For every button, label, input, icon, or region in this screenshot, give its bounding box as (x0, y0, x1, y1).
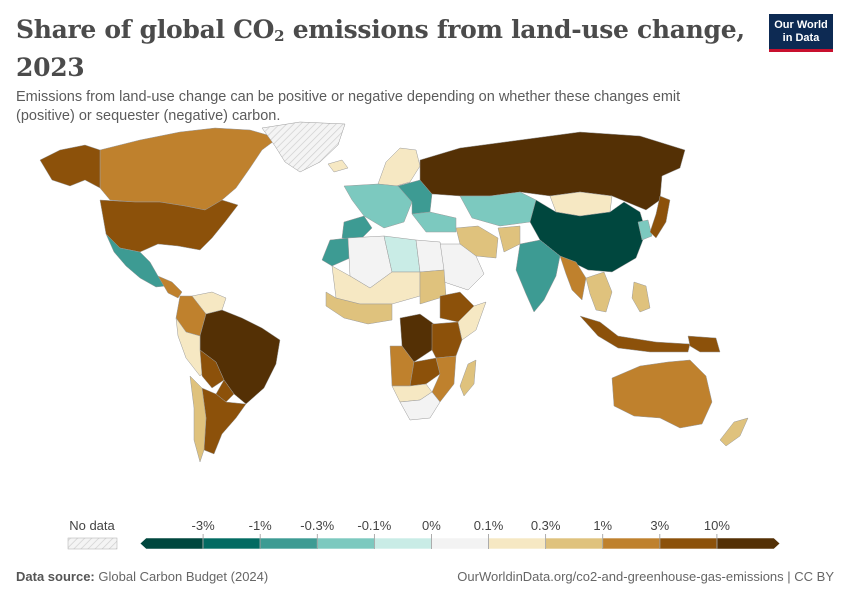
region-chile[interactable] (189, 375, 207, 463)
region-west-africa[interactable] (325, 291, 393, 325)
legend-tick-label: -3% (192, 518, 216, 533)
region-central-america[interactable] (157, 275, 183, 299)
legend-bin-9[interactable] (659, 537, 718, 550)
footer-link[interactable]: OurWorldinData.org/co2-and-greenhouse-ga… (457, 569, 834, 584)
chart-footer: Data source: Global Carbon Budget (2024)… (16, 569, 834, 584)
region-egypt[interactable] (415, 239, 445, 273)
legend-no-data-swatch[interactable] (67, 537, 118, 550)
region-madagascar[interactable] (459, 359, 477, 397)
legend-tick-label: 0% (422, 518, 441, 533)
legend-no-data-label: No data (69, 518, 115, 533)
legend-tick-label: -0.1% (357, 518, 391, 533)
chart-title: Share of global CO2 emissions from land-… (16, 15, 745, 82)
region-kazakhstan[interactable] (459, 191, 537, 227)
region-brazil[interactable] (199, 309, 281, 405)
region-bolivia[interactable] (199, 349, 225, 389)
region-new-zealand[interactable] (719, 417, 749, 447)
legend-bin-6[interactable] (488, 537, 546, 550)
region-korea[interactable] (637, 219, 653, 241)
chart-header: Share of global CO2 emissions from land-… (16, 14, 756, 126)
region-tanzania[interactable] (431, 321, 463, 359)
region-philippines[interactable] (631, 281, 651, 313)
legend-tick-label: 0.3% (531, 518, 561, 533)
region-south-africa[interactable] (399, 391, 441, 421)
region-india[interactable] (515, 239, 561, 313)
legend-tick-label: -1% (249, 518, 273, 533)
chart-subtitle: Emissions from land-use change can be po… (16, 89, 681, 124)
region-canada[interactable] (99, 127, 279, 211)
owid-logo[interactable]: Our World in Data (769, 14, 833, 52)
legend-tick-label: 3% (650, 518, 669, 533)
region-iberia[interactable] (341, 215, 373, 241)
region-western-europe[interactable] (343, 183, 413, 229)
legend-bin-10[interactable] (716, 537, 781, 550)
region-morocco[interactable] (321, 237, 351, 267)
legend-bin-1[interactable] (202, 537, 261, 550)
region-myanmar[interactable] (559, 255, 587, 301)
region-southeast-asia[interactable] (585, 271, 613, 313)
legend-bin-8[interactable] (602, 537, 661, 550)
legend-bin-0[interactable] (139, 537, 204, 550)
region-somalia[interactable] (457, 301, 487, 341)
legend-tick-label: 0.1% (474, 518, 504, 533)
legend-bin-7[interactable] (545, 537, 604, 550)
legend-bin-3[interactable] (316, 537, 375, 550)
world-map (39, 121, 749, 463)
source-label: Data source: (16, 569, 95, 584)
legend-tick-label: 10% (704, 518, 730, 533)
legend-bin-2[interactable] (259, 537, 318, 550)
legend-bin-4[interactable] (374, 537, 432, 550)
region-greenland[interactable] (261, 121, 346, 173)
region-alaska[interactable] (39, 144, 101, 189)
region-turkey[interactable] (411, 211, 457, 233)
legend-bin-5[interactable] (431, 537, 489, 550)
region-japan[interactable] (649, 195, 671, 239)
region-papua-new-guinea[interactable] (687, 335, 721, 353)
source-value: Global Carbon Budget (2024) (98, 569, 269, 584)
legend-tick-label: 1% (593, 518, 612, 533)
region-zambia[interactable] (409, 357, 441, 387)
region-united-states[interactable] (99, 199, 239, 253)
legend-tick-label: -0.3% (300, 518, 334, 533)
region-scandinavia[interactable] (377, 147, 421, 187)
region-australia[interactable] (611, 359, 713, 429)
region-afghanistan[interactable] (497, 225, 521, 253)
region-iceland[interactable] (327, 159, 349, 173)
region-indonesia[interactable] (579, 315, 691, 353)
